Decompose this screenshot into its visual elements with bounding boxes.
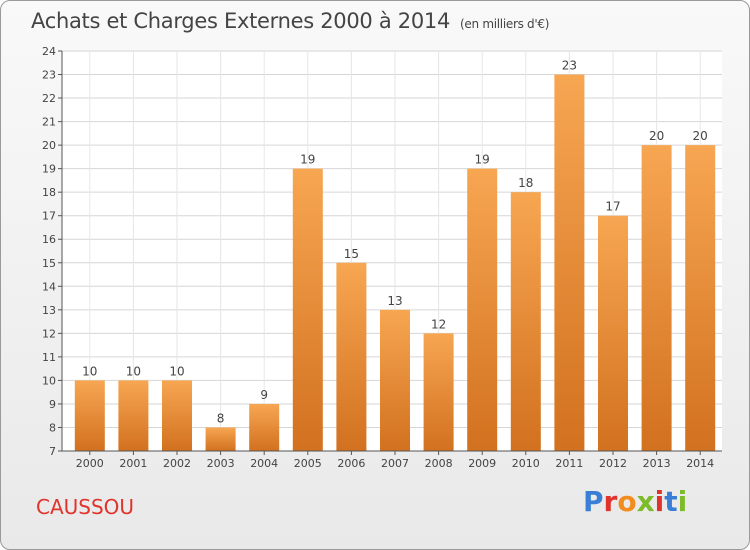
bar-2012 [598,215,628,451]
y-tick-label: 16 [42,233,56,246]
chart-title-block: Achats et Charges Externes 2000 à 2014 (e… [31,9,549,33]
commune-name: CAUSSOU [36,495,135,519]
y-tick-label: 11 [42,351,56,364]
data-label: 20 [649,129,664,143]
x-tick-label: 2010 [512,457,540,470]
logo-letter: r [603,485,618,518]
x-tick-label: 2004 [250,457,278,470]
axes-group: 7 8 9 10 11 12 13 14 15 16 17 18 19 20 21 22 23 24 [42,45,722,458]
x-tick-label: 2000 [76,457,104,470]
labels-group: 2000 10 2001 10 2002 10 2003 8 2004 9 2005 19 2006 15… [76,59,714,470]
logo-letter: i [654,485,665,518]
chart-subtitle: (en milliers d'€) [460,17,550,31]
bars-group [74,74,716,452]
y-tick-label: 24 [42,45,56,58]
data-label: 20 [693,129,708,143]
logo-letter: t [664,485,678,518]
bar-2000 [74,380,105,451]
bar-2011 [554,74,585,451]
data-label: 10 [126,364,141,378]
x-tick-label: 2002 [163,457,191,470]
data-label: 9 [260,388,268,402]
data-label: 10 [169,364,184,378]
y-tick-label: 17 [42,210,56,223]
bar-2010 [510,192,541,452]
y-tick-label: 19 [42,163,56,176]
data-label: 8 [217,411,225,425]
y-tick-label: 12 [42,327,56,340]
proxiti-logo[interactable]: Proxiti [583,485,687,518]
bar-2008 [423,333,454,451]
x-tick-label: 2003 [207,457,235,470]
x-tick-label: 2005 [294,457,322,470]
x-tick-label: 2007 [381,457,409,470]
y-tick-label: 21 [42,116,56,129]
data-label: 10 [82,364,97,378]
x-tick-label: 2012 [599,457,627,470]
logo-letter: x [636,485,655,518]
bar-2004 [249,403,280,451]
data-label: 23 [562,59,577,73]
data-label: 13 [387,294,402,308]
bar-2013 [641,145,672,451]
logo-letter: P [583,485,604,518]
y-tick-label: 8 [49,421,56,434]
logo-letter: i [677,485,688,518]
y-tick-label: 9 [49,398,56,411]
x-tick-label: 2014 [686,457,714,470]
data-label: 17 [605,200,620,214]
data-label: 19 [475,153,490,167]
logo-letter: o [617,485,637,518]
y-tick-label: 15 [42,257,56,270]
data-label: 19 [300,153,315,167]
bar-2014 [685,145,716,451]
chart-title: Achats et Charges Externes 2000 à 2014 [31,9,451,33]
bar-2002 [162,380,192,451]
bar-2003 [205,427,236,451]
data-label: 18 [518,176,533,190]
x-tick-label: 2008 [425,457,453,470]
y-tick-label: 20 [42,139,56,152]
y-tick-label: 14 [42,280,56,293]
x-tick-label: 2006 [337,457,365,470]
bar-2005 [292,168,323,451]
bar-2009 [467,168,498,451]
y-tick-label: 10 [42,374,56,387]
bar-2001 [118,380,149,451]
data-label: 12 [431,317,446,331]
x-tick-label: 2011 [555,457,583,470]
y-tick-label: 23 [42,69,56,82]
bar-2007 [380,309,410,451]
y-tick-label: 22 [42,92,56,105]
bar-2006 [336,262,367,451]
x-tick-label: 2001 [119,457,147,470]
data-label: 15 [344,247,359,261]
x-tick-label: 2009 [468,457,496,470]
x-tick-label: 2013 [643,457,671,470]
y-tick-label: 18 [42,186,56,199]
y-tick-label: 13 [42,304,56,317]
y-tick-label: 7 [49,445,56,458]
